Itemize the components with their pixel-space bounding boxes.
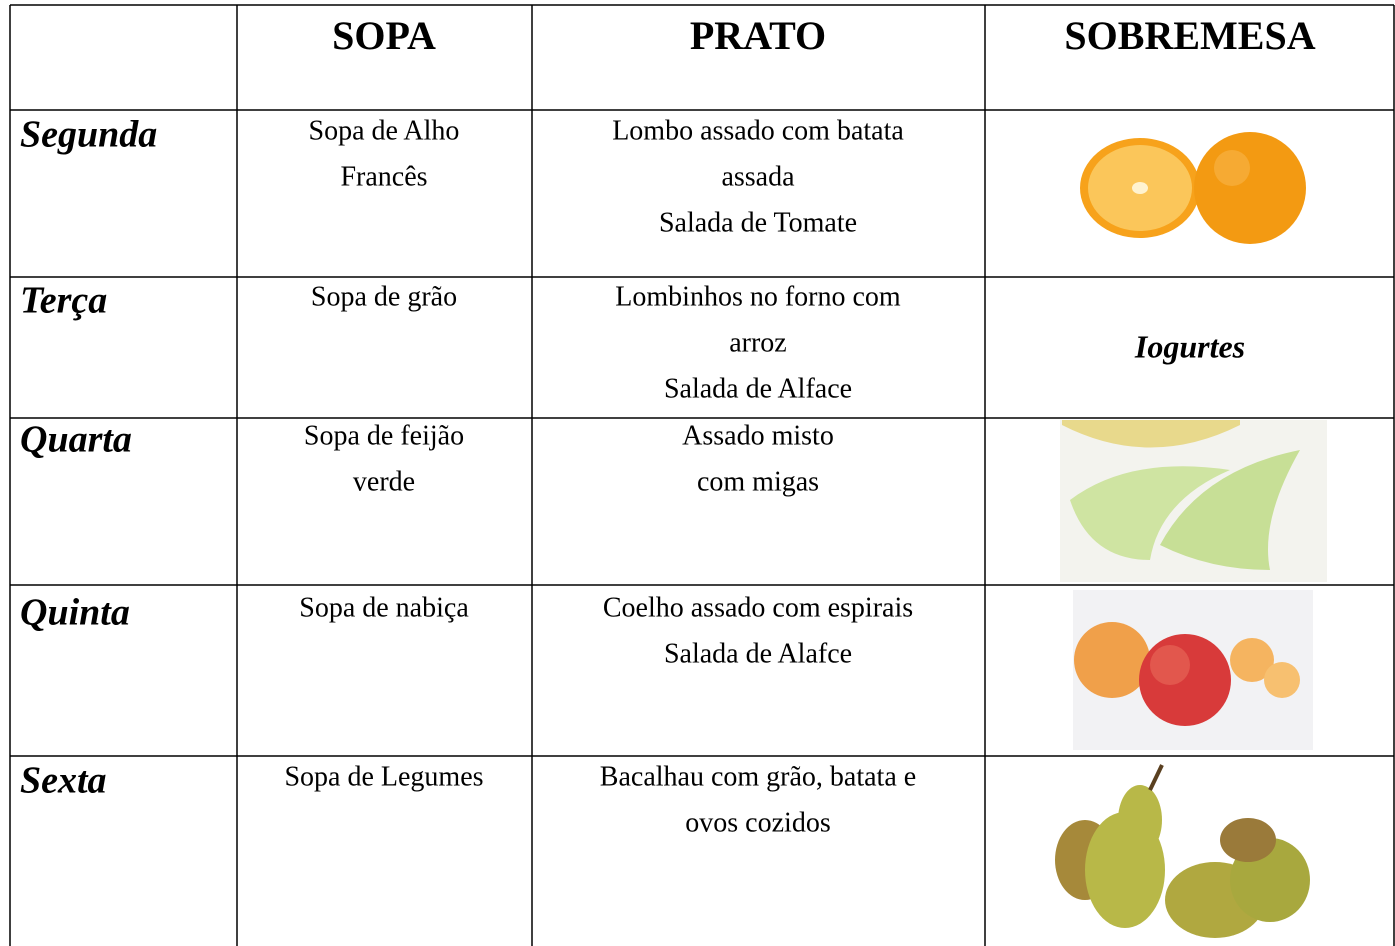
day-label: Segunda (20, 114, 157, 156)
table-grid (9, 4, 1395, 946)
dish-text: Lombinhos no forno com (615, 281, 901, 312)
dish-text: Salada de Alafce (664, 638, 852, 669)
soup-text: Sopa de Legumes (284, 761, 483, 792)
dish-text: Assado misto (682, 420, 834, 451)
dish-text: Salada de Tomate (659, 207, 857, 238)
orange-image (1080, 132, 1306, 244)
melon-image (1060, 420, 1327, 582)
day-label: Sexta (20, 760, 107, 802)
dish-text: assada (721, 161, 795, 192)
column-header: PRATO (690, 13, 826, 58)
day-label: Quarta (20, 419, 132, 461)
dessert-text: Iogurtes (1134, 328, 1245, 364)
soup-text: Sopa de grão (311, 281, 457, 312)
day-label: Terça (20, 280, 107, 322)
soup-text: Francês (340, 161, 427, 192)
dish-text: Bacalhau com grão, batata e (600, 761, 916, 792)
column-header: SOPA (332, 13, 436, 58)
pears-image (1055, 764, 1310, 938)
dish-text: arroz (729, 327, 787, 358)
dish-text: Lombo assado com batata (612, 115, 904, 146)
day-label: Quinta (20, 592, 130, 634)
soup-text: Sopa de feijão (304, 420, 464, 451)
soup-text: verde (353, 466, 415, 497)
dish-text: ovos cozidos (685, 807, 830, 838)
column-header: SOBREMESA (1064, 13, 1315, 58)
soup-text: Sopa de Alho (309, 115, 460, 146)
dish-text: Coelho assado com espirais (603, 592, 913, 623)
soup-text: Sopa de nabiça (299, 592, 469, 623)
dish-text: Salada de Alface (664, 373, 852, 404)
peach-image (1073, 590, 1313, 750)
dish-text: com migas (697, 466, 819, 497)
